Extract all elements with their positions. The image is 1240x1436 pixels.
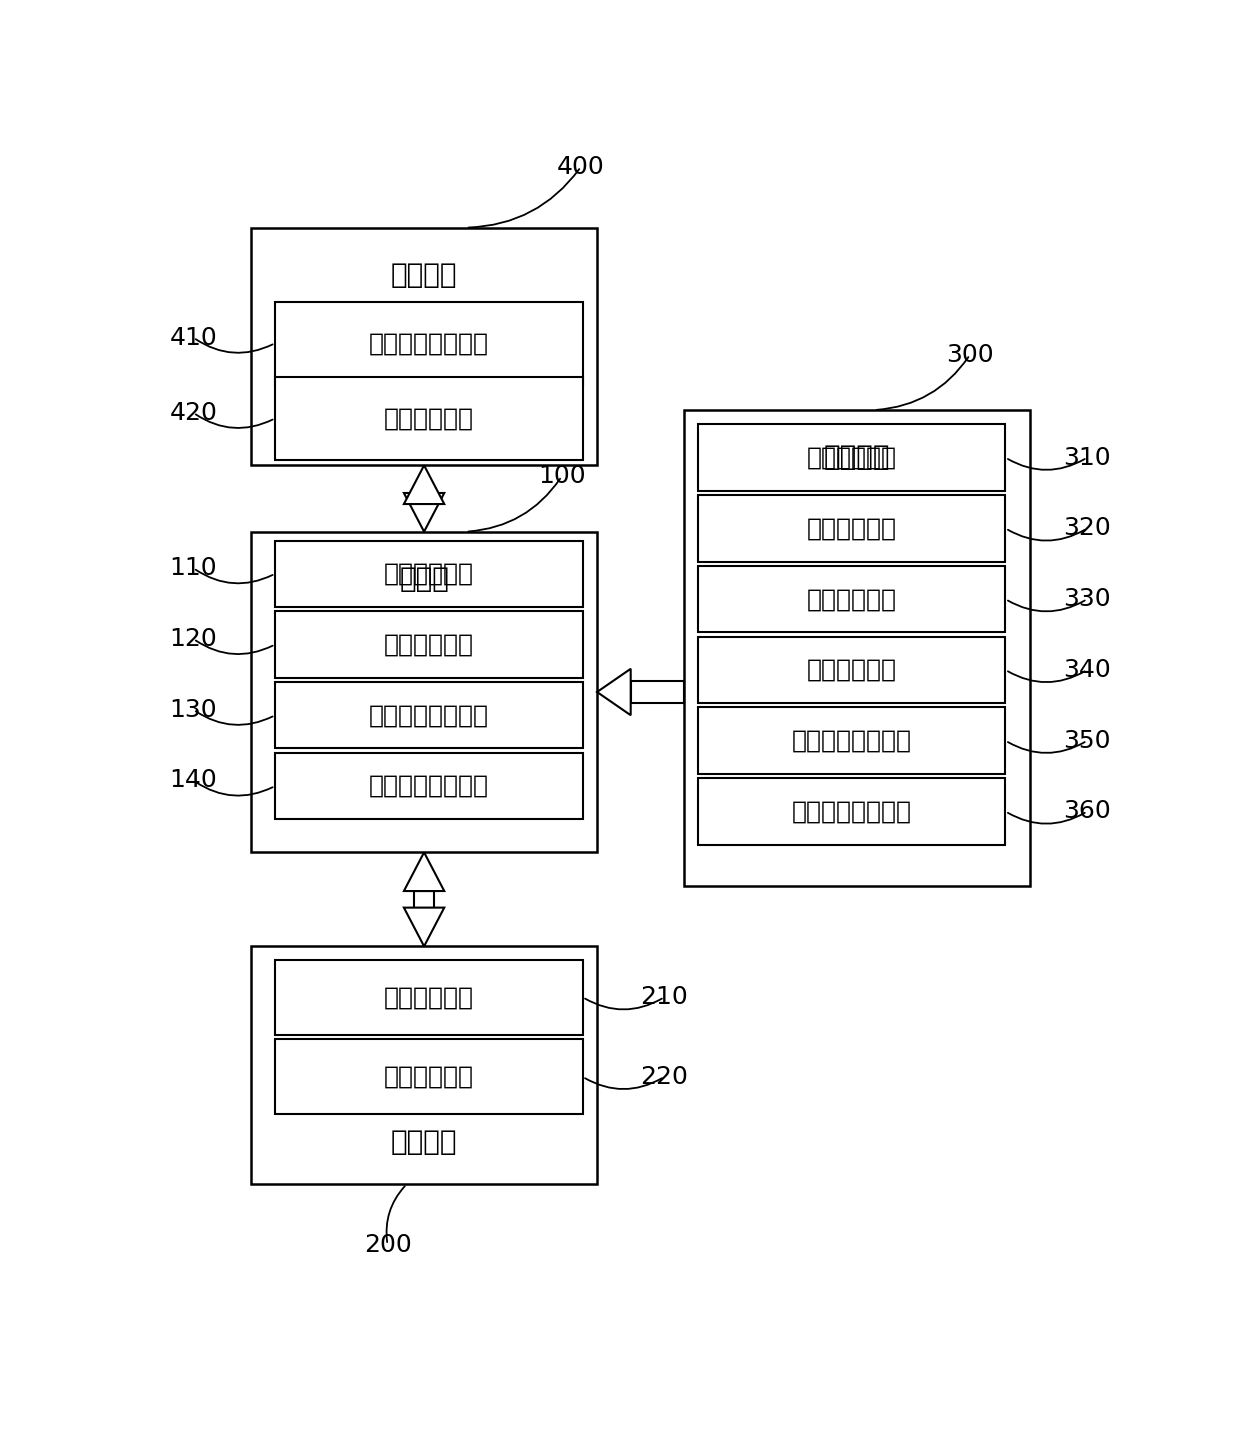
Bar [698, 425, 1006, 491]
Text: 120: 120 [170, 628, 217, 651]
Text: 服务器: 服务器 [399, 564, 449, 593]
Text: 340: 340 [1063, 658, 1111, 682]
Bar [698, 708, 1006, 774]
Text: 200: 200 [363, 1234, 412, 1256]
Text: 数据发送模块: 数据发送模块 [807, 517, 897, 540]
Bar [275, 1040, 583, 1114]
Bar [250, 946, 596, 1185]
Text: 路况发送模块: 路况发送模块 [807, 658, 897, 682]
Bar [275, 682, 583, 748]
Polygon shape [404, 493, 444, 531]
Bar [275, 302, 583, 385]
Bar [275, 540, 583, 607]
Text: 规则发送模块: 规则发送模块 [384, 632, 474, 656]
Bar [414, 890, 434, 908]
Bar [698, 778, 1006, 844]
Bar [683, 411, 1029, 886]
Text: 300: 300 [946, 343, 993, 366]
Text: 车况信息发送模块: 车况信息发送模块 [791, 800, 911, 823]
Text: 参数接收模块: 参数接收模块 [384, 985, 474, 1010]
Text: 320: 320 [1063, 517, 1111, 540]
Text: 位置信息发送模块: 位置信息发送模块 [791, 728, 911, 752]
Text: 站点终端: 站点终端 [391, 261, 458, 289]
Text: 结果显示模块: 结果显示模块 [384, 406, 474, 431]
Bar [631, 681, 683, 704]
Text: 100: 100 [538, 464, 585, 488]
Text: 140: 140 [170, 768, 217, 793]
Text: 查询请求发送模块: 查询请求发送模块 [368, 332, 489, 355]
Text: 330: 330 [1064, 587, 1111, 612]
Polygon shape [596, 669, 631, 715]
Bar [250, 531, 596, 853]
Text: 350: 350 [1064, 728, 1111, 752]
Bar [275, 376, 583, 460]
Bar [275, 959, 583, 1035]
Text: 车载终端: 车载终端 [823, 444, 890, 471]
Text: 数据采集模块: 数据采集模块 [807, 445, 897, 470]
Bar [275, 612, 583, 678]
Text: 参数发送模块: 参数发送模块 [384, 1066, 474, 1088]
Text: 规则计算模块: 规则计算模块 [384, 561, 474, 586]
Text: 110: 110 [170, 556, 217, 580]
Polygon shape [404, 908, 444, 946]
Text: 410: 410 [170, 326, 217, 349]
Text: 360: 360 [1063, 800, 1111, 823]
Polygon shape [404, 853, 444, 890]
Bar [275, 752, 583, 819]
Text: 车况信息响应模块: 车况信息响应模块 [368, 704, 489, 727]
Text: 310: 310 [1064, 445, 1111, 470]
Bar [698, 636, 1006, 704]
Bar [250, 227, 596, 465]
Text: 路况预估模块: 路况预估模块 [807, 587, 897, 612]
Text: 210: 210 [640, 985, 688, 1010]
Bar [698, 566, 1006, 632]
Bar [414, 493, 434, 504]
Text: 420: 420 [170, 401, 217, 425]
Text: 查询结果发送模块: 查询结果发送模块 [368, 774, 489, 798]
Polygon shape [404, 465, 444, 504]
Bar [698, 495, 1006, 561]
Text: 130: 130 [170, 698, 217, 722]
Text: 220: 220 [640, 1066, 688, 1088]
Text: 管理终端: 管理终端 [391, 1129, 458, 1156]
Text: 400: 400 [557, 155, 605, 180]
